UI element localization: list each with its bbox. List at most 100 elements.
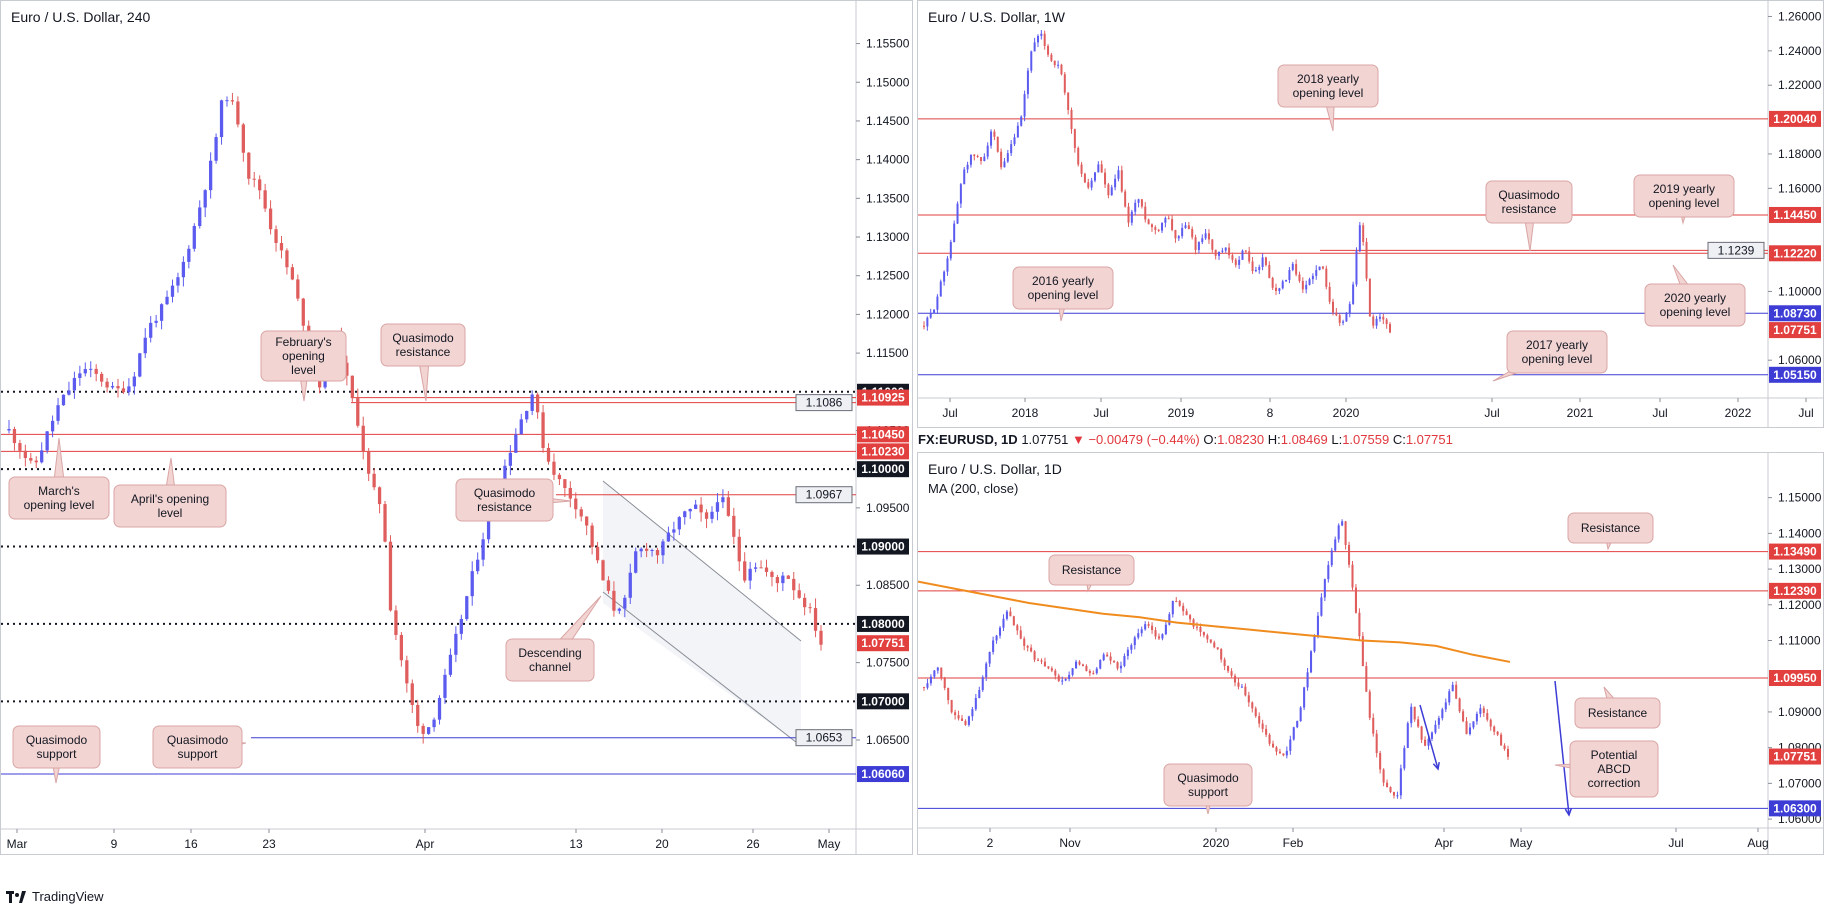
weekly-chart-panel[interactable]: 1.26000 1.24000 1.22000 1.18000 1.16000 1.100… — [917, 0, 1824, 428]
y-tick-label: 1.09500 — [866, 501, 910, 515]
bear-candle — [960, 718, 964, 721]
y-tick-label: 1.13000 — [1778, 562, 1822, 576]
bear-candle — [1109, 656, 1112, 661]
bull-candle — [465, 596, 469, 620]
bull-candle — [1164, 624, 1167, 635]
bull-candle — [50, 420, 55, 432]
bear-candle — [1202, 632, 1205, 636]
h4-chart-panel[interactable]: 1.15500 1.15000 1.14500 1.14000 1.13500 1.130… — [0, 0, 913, 855]
annotation-label: opening level — [1649, 196, 1720, 210]
bull-candle — [187, 248, 191, 262]
bull-candle — [1330, 550, 1333, 566]
bull-candle — [1119, 665, 1123, 669]
daily-chart-panel[interactable]: 1.15000 1.14000 1.13000 1.12000 1.11000 1.090… — [917, 452, 1824, 855]
annotation-box — [380, 323, 466, 367]
price-badge — [857, 615, 909, 632]
price-badge — [1769, 322, 1821, 339]
bear-candle — [1214, 249, 1217, 256]
bear-candle — [726, 497, 730, 516]
bull-candle — [138, 353, 142, 377]
bear-candle — [1348, 545, 1351, 565]
bull-candle — [1288, 269, 1291, 280]
bull-candle — [1005, 611, 1008, 619]
annotation-label: channel — [529, 660, 571, 674]
x-tick-label: 2020 — [1333, 406, 1360, 420]
bull-candle — [1117, 170, 1120, 179]
bull-candle — [1472, 721, 1475, 728]
bear-candle — [813, 608, 818, 631]
annotation-box — [1048, 554, 1135, 586]
bull-candle — [1184, 225, 1187, 228]
bear-candle — [1244, 250, 1247, 252]
bull-candle — [1204, 233, 1207, 239]
annotation-box — [1277, 64, 1379, 108]
bull-candle — [781, 575, 785, 584]
price-badge — [857, 766, 909, 783]
daily-chart-svg[interactable]: 1.15000 1.14000 1.13000 1.12000 1.11000 1.090… — [918, 453, 1824, 855]
bear-candle — [1104, 172, 1107, 185]
x-tick-label: May — [818, 837, 841, 851]
low-value: 1.07559 — [1342, 432, 1390, 447]
bear-candle — [1386, 782, 1389, 788]
x-tick-label: Mar — [7, 837, 28, 851]
bear-candle — [1268, 265, 1271, 278]
bull-candle — [1123, 656, 1126, 666]
bear-candle — [655, 549, 660, 556]
low-label: L: — [1331, 432, 1343, 447]
bull-candle — [683, 511, 687, 518]
bear-candle — [1237, 682, 1240, 687]
bear-candle — [979, 157, 982, 161]
bull-candle — [992, 640, 995, 652]
y-tick-label: 1.06500 — [866, 733, 910, 747]
x-tick-label: Jul — [1668, 836, 1683, 850]
bear-candle — [1189, 615, 1192, 620]
bear-candle — [1050, 54, 1053, 61]
tradingview-logo-icon — [6, 890, 26, 903]
bull-candle — [1241, 250, 1244, 260]
y-tick-label: 1.15500 — [866, 37, 910, 51]
bull-candle — [1278, 288, 1281, 292]
bear-candle — [557, 474, 562, 480]
bear-candle — [1147, 219, 1150, 225]
bear-candle — [1424, 739, 1427, 746]
bear-candle — [1026, 645, 1029, 648]
bear-candle — [1053, 60, 1056, 66]
bear-candle — [585, 516, 589, 526]
bull-candle — [1306, 672, 1309, 688]
bear-candle — [1321, 266, 1324, 269]
bull-candle — [929, 312, 932, 318]
bear-candle — [1506, 748, 1510, 757]
bull-candle — [56, 405, 60, 421]
bull-candle — [990, 131, 993, 146]
bear-candle — [1375, 733, 1378, 754]
bear-candle — [1154, 227, 1157, 230]
daily-chart-title: Euro / U.S. Dollar, 1D — [928, 461, 1062, 477]
bear-candle — [1127, 206, 1130, 223]
bull-candle — [198, 207, 202, 227]
bull-candle — [998, 627, 1002, 636]
weekly-chart-svg[interactable]: 1.26000 1.24000 1.22000 1.18000 1.16000 1.100… — [918, 1, 1824, 428]
bear-candle — [258, 179, 262, 191]
y-tick-label: 1.13500 — [866, 191, 910, 205]
footer-brand[interactable]: TradingView — [6, 889, 104, 904]
bull-candle — [203, 190, 207, 208]
h4-chart-svg[interactable]: 1.15500 1.15000 1.14500 1.14000 1.13500 1.130… — [1, 1, 913, 855]
bull-candle — [617, 608, 621, 611]
bear-candle — [1295, 264, 1298, 275]
bull-candle — [748, 568, 752, 581]
bull-candle — [1316, 615, 1319, 637]
price-badge-label: 1.06300 — [1773, 801, 1817, 815]
y-tick-label: 1.11000 — [1778, 634, 1821, 648]
price-badge-label: 1.07751 — [1773, 750, 1817, 764]
x-tick-label: 2020 — [1203, 836, 1230, 850]
bull-candle — [437, 697, 442, 720]
price-badge — [857, 443, 909, 460]
bear-candle — [1023, 638, 1026, 646]
bear-candle — [1417, 719, 1420, 727]
bull-candle — [1403, 747, 1406, 769]
x-tick-label: 2 — [987, 836, 994, 850]
bear-candle — [356, 398, 360, 426]
bull-candle — [1221, 250, 1224, 252]
price-badge — [857, 635, 909, 652]
bear-candle — [105, 381, 109, 388]
